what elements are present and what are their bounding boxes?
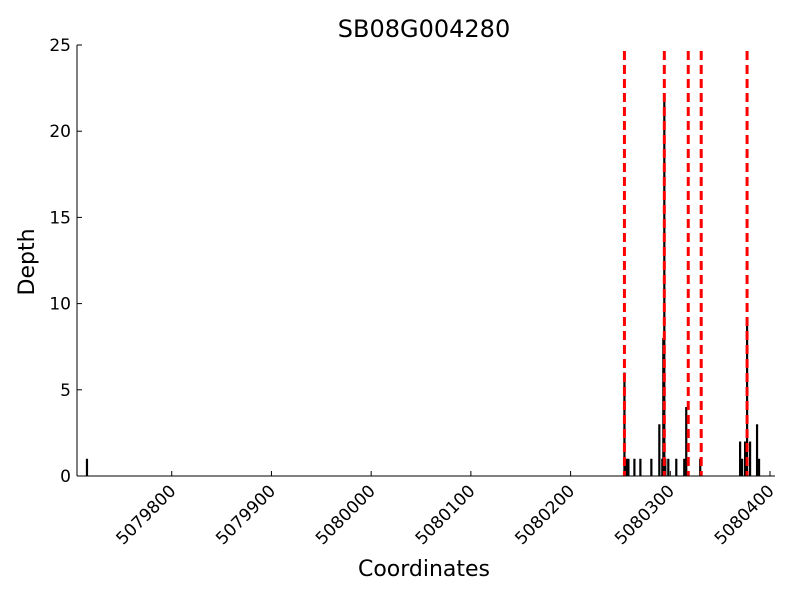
depth-bar	[757, 458, 761, 476]
x-axis-label: Coordinates	[358, 557, 490, 582]
depth-bar	[740, 458, 744, 476]
depth-bar	[639, 458, 642, 476]
depth-bar	[650, 458, 653, 476]
y-tick-label: 20	[49, 122, 71, 142]
x-tick-label: 5080300	[611, 481, 679, 549]
y-tick-label: 15	[49, 208, 71, 228]
depth-bar	[627, 458, 630, 476]
marker-lines-layer	[622, 51, 749, 476]
x-tick-label: 5079800	[113, 481, 181, 549]
depth-bar	[625, 458, 628, 476]
bars-layer	[85, 96, 761, 476]
depth-bar	[685, 407, 688, 476]
depth-bar	[633, 458, 636, 476]
x-tick-label: 5080000	[312, 481, 380, 549]
depth-bar	[623, 372, 626, 476]
x-tick-label: 5080400	[711, 481, 779, 549]
x-tick-label: 5080100	[412, 481, 480, 549]
x-tick-label: 5080200	[511, 481, 579, 549]
depth-bar	[745, 320, 749, 476]
y-tick-label: 25	[49, 36, 71, 56]
depth-bar	[683, 458, 686, 476]
depth-bar	[755, 424, 759, 476]
depth-bar	[699, 458, 702, 476]
y-tick-label: 10	[49, 295, 71, 315]
depth-bar	[739, 441, 742, 476]
depth-bar	[748, 441, 752, 476]
y-axis-label: Depth	[15, 228, 40, 295]
depth-bar	[675, 458, 678, 476]
y-tick-label: 0	[60, 467, 71, 487]
depth-bar	[667, 458, 670, 476]
depth-bar	[658, 424, 661, 476]
depth-bar	[85, 458, 89, 476]
depth-bar	[743, 441, 747, 476]
chart-title: SB08G004280	[338, 15, 510, 43]
depth-bar	[664, 458, 667, 476]
x-tick-label: 5079900	[212, 481, 280, 549]
y-tick-label: 5	[60, 381, 71, 401]
depth-bar	[663, 96, 666, 476]
